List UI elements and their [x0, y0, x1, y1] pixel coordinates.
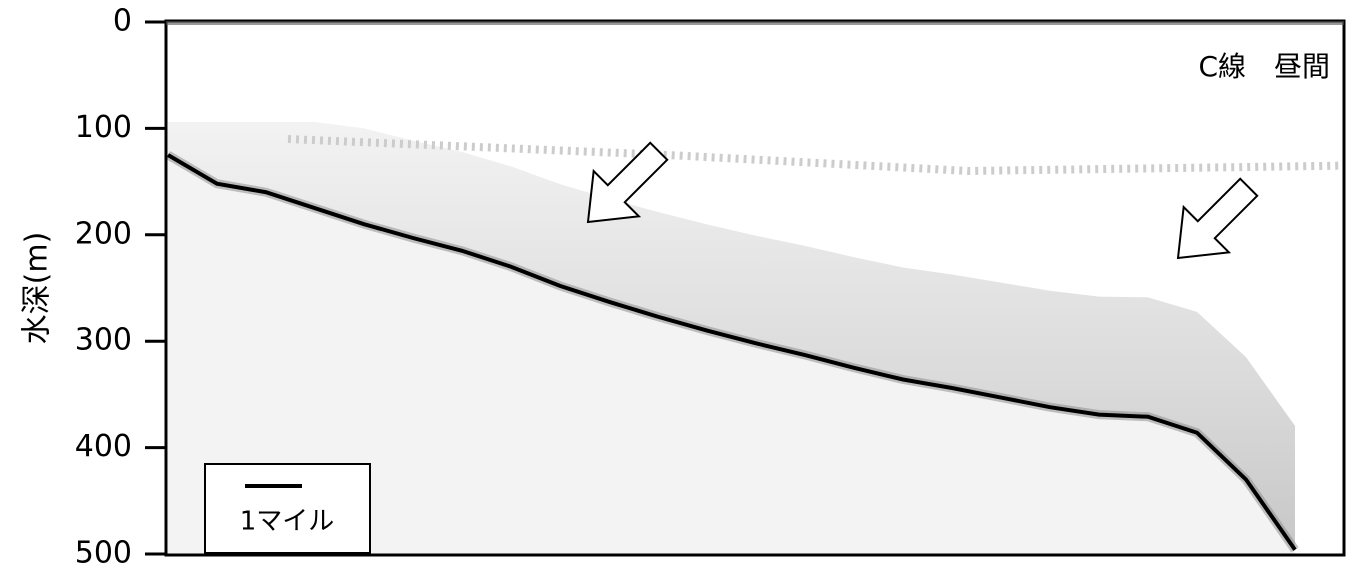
page: {"chart_data": {"type": "echogram", "yla… [0, 0, 1354, 567]
scale-label: 1マイル [240, 507, 335, 537]
y-tick-label: 200 [75, 216, 132, 251]
annotation: C線 昼間 [1198, 50, 1330, 83]
y-tick-label: 500 [75, 536, 132, 568]
y-tick-label: 400 [75, 429, 132, 464]
surface-noise [166, 21, 1344, 25]
y-tick-label: 300 [75, 323, 132, 358]
y-tick-label: 100 [75, 110, 132, 145]
chart: C線 昼間 1マイル 水深(m) 0 100 200 300 400 500 [0, 0, 1354, 567]
arrow [1155, 165, 1271, 281]
y-axis-label: 水深(m) [20, 232, 55, 345]
y-tick-label: 0 [113, 4, 132, 39]
